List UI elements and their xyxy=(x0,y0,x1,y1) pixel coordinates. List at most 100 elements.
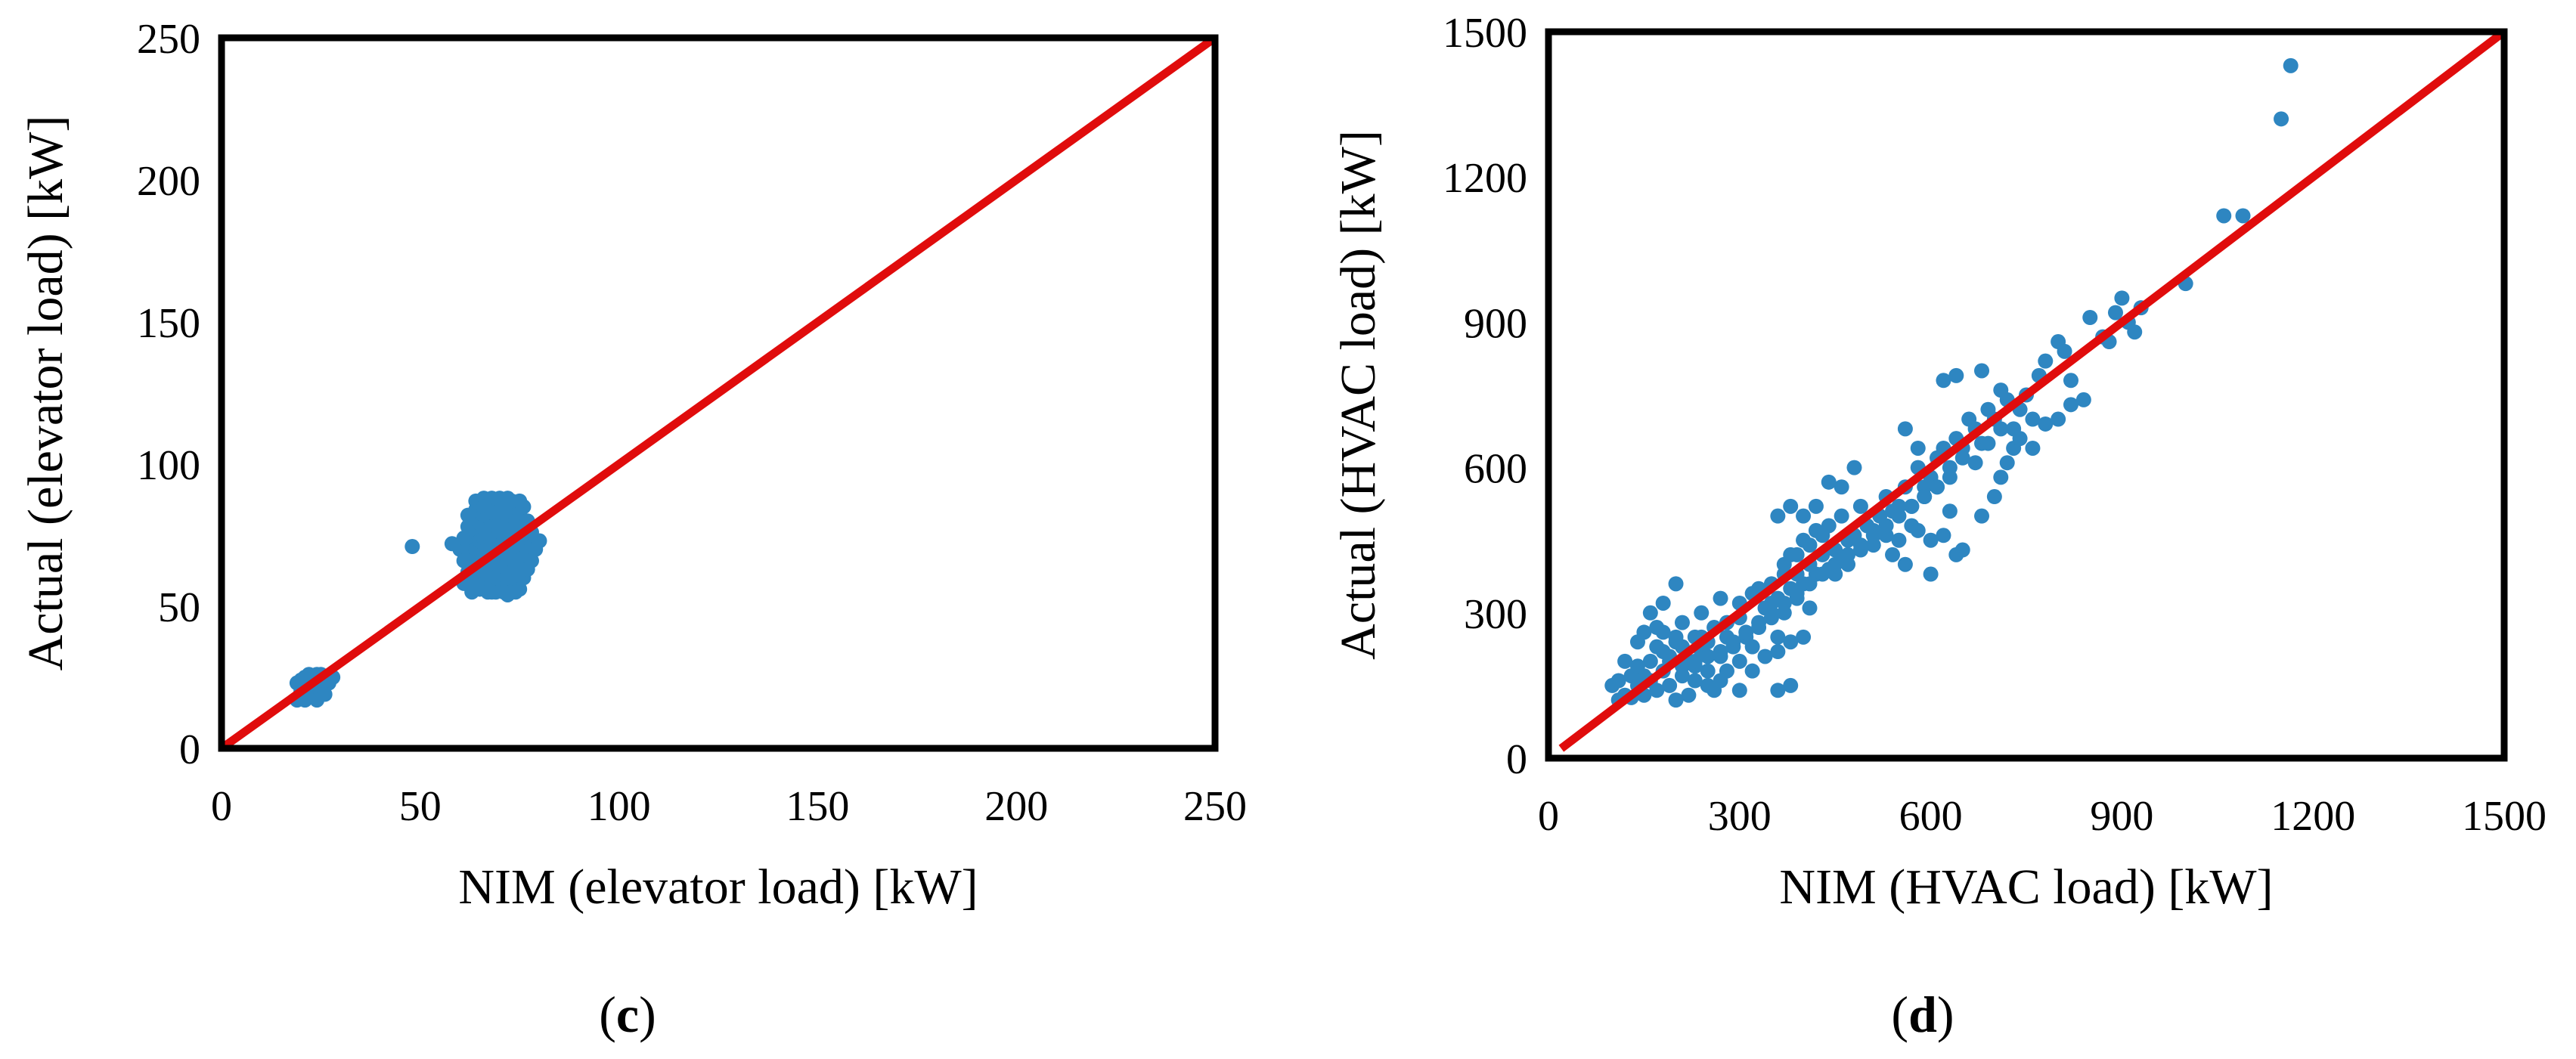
data-point-d-176 xyxy=(1821,474,1837,490)
chart-panel-d: 0 300 600 900 1200 1500 0 300 600 900 1200 1500 NI… xyxy=(1331,10,2547,1043)
x-tick-label-d-5: 1500 xyxy=(2462,793,2547,840)
data-point-d-13 xyxy=(1668,692,1684,708)
x-tick-label-d-3: 900 xyxy=(2090,793,2153,840)
data-point-d-149 xyxy=(1993,421,2009,437)
x-tick-label-c-0: 0 xyxy=(211,783,232,830)
data-point-d-175 xyxy=(1834,479,1849,495)
data-point-c-26 xyxy=(317,686,333,702)
data-point-d-201 xyxy=(1802,576,1818,592)
x-tick-label-c-3: 150 xyxy=(786,783,849,830)
data-point-d-108 xyxy=(2274,111,2289,127)
data-point-d-123 xyxy=(1783,634,1799,650)
data-point-d-170 xyxy=(1936,373,1951,389)
data-point-d-147 xyxy=(1967,455,1983,471)
data-point-d-111 xyxy=(1629,658,1645,674)
data-point-d-203 xyxy=(1827,556,1843,572)
data-point-d-158 xyxy=(1942,503,1958,519)
data-point-d-209 xyxy=(1904,498,1920,514)
data-point-d-32 xyxy=(1731,653,1747,669)
data-point-d-164 xyxy=(2012,431,2028,447)
panel-label-open-d: ( xyxy=(1891,986,1908,1043)
data-point-d-52 xyxy=(1802,600,1818,616)
data-point-d-156 xyxy=(1885,547,1901,562)
y-tick-label-c-3: 150 xyxy=(137,300,200,347)
y-tick-label-d-3: 900 xyxy=(1464,300,1527,347)
y-tick-label-c-0: 0 xyxy=(179,726,200,773)
panel-label-close-c: ) xyxy=(639,986,656,1043)
data-point-d-152 xyxy=(1923,532,1939,548)
data-point-d-157 xyxy=(1923,566,1939,582)
x-tick-label-d-4: 1200 xyxy=(2271,793,2355,840)
data-point-d-210 xyxy=(1917,489,1933,505)
data-point-c-127 xyxy=(532,533,547,549)
x-tick-labels-d: 0 300 600 900 1200 1500 xyxy=(1538,793,2547,840)
data-point-d-94 xyxy=(2057,343,2072,359)
data-point-d-169 xyxy=(1974,363,1990,379)
data-point-d-92 xyxy=(2038,353,2054,369)
data-point-d-206 xyxy=(1865,528,1881,543)
data-point-d-153 xyxy=(1936,528,1951,543)
plot-frame-c xyxy=(218,34,1219,752)
data-point-d-208 xyxy=(1891,508,1907,524)
data-point-d-126 xyxy=(1783,677,1799,693)
data-point-d-166 xyxy=(2038,416,2054,432)
data-point-d-195 xyxy=(1725,634,1741,650)
data-point-d-119 xyxy=(1731,683,1747,698)
y-axis-title-d: Actual (HVAC load) [kW] xyxy=(1331,130,1386,660)
data-point-d-200 xyxy=(1789,586,1805,602)
data-point-c-136 xyxy=(464,575,480,591)
data-point-d-148 xyxy=(1980,435,1996,451)
y-axis-title-c: Actual (elevator load) [kW] xyxy=(18,116,73,671)
y-tick-label-d-0: 0 xyxy=(1506,736,1527,783)
reference-line-c xyxy=(219,34,1218,752)
x-axis-title-c: NIM (elevator load) [kW] xyxy=(458,859,978,915)
data-point-d-177 xyxy=(1808,498,1824,514)
x-tick-labels-c: 0 50 100 150 200 250 xyxy=(211,783,1247,830)
data-point-d-95 xyxy=(2063,373,2078,389)
data-point-d-6 xyxy=(1642,653,1658,669)
data-point-d-196 xyxy=(1738,624,1754,640)
data-point-d-173 xyxy=(1910,440,1926,456)
data-point-d-16 xyxy=(1674,615,1690,630)
data-point-d-11 xyxy=(1662,677,1678,693)
panel-label-open-c: ( xyxy=(599,986,616,1043)
data-point-d-161 xyxy=(1986,489,2002,505)
data-point-d-117 xyxy=(1700,677,1716,693)
data-point-d-167 xyxy=(2051,411,2066,427)
panel-label-letter-d: d xyxy=(1908,986,1937,1043)
data-point-c-128 xyxy=(460,507,476,523)
data-point-d-109 xyxy=(2283,57,2299,73)
data-point-d-96 xyxy=(2075,392,2091,407)
panel-label-c: (c) xyxy=(599,986,656,1043)
data-point-d-187 xyxy=(1610,673,1626,689)
x-tick-label-c-4: 200 xyxy=(984,783,1048,830)
data-point-d-198 xyxy=(1763,605,1779,621)
x-tick-label-d-1: 300 xyxy=(1708,793,1772,840)
data-point-d-118 xyxy=(1713,673,1728,689)
reference-line-d xyxy=(1558,28,2507,752)
data-point-d-151 xyxy=(1910,522,1926,538)
data-point-d-211 xyxy=(1930,479,1945,495)
y-tick-label-c-2: 100 xyxy=(137,442,200,489)
data-point-d-18 xyxy=(1681,687,1697,703)
data-point-d-107 xyxy=(2235,208,2251,224)
data-point-d-194 xyxy=(1713,644,1728,660)
data-point-d-20 xyxy=(1687,673,1703,689)
data-point-d-124 xyxy=(1796,629,1812,645)
data-point-c-134 xyxy=(512,493,528,509)
scatter-points-d xyxy=(1604,57,2299,708)
data-point-d-135 xyxy=(1815,528,1830,543)
data-point-d-134 xyxy=(1802,537,1818,553)
data-point-d-197 xyxy=(1751,615,1767,630)
y-tick-labels-c: 0 50 100 150 200 250 xyxy=(137,16,200,773)
data-point-d-199 xyxy=(1776,595,1792,611)
panel-label-letter-c: c xyxy=(616,986,639,1043)
y-tick-label-c-5: 250 xyxy=(137,16,200,63)
y-tick-label-d-5: 1500 xyxy=(1443,10,1527,57)
data-point-d-168 xyxy=(2063,397,2078,413)
data-point-d-188 xyxy=(1636,624,1652,640)
y-tick-labels-d: 0 300 600 900 1200 1500 xyxy=(1443,10,1527,783)
data-point-d-133 xyxy=(1789,547,1805,562)
